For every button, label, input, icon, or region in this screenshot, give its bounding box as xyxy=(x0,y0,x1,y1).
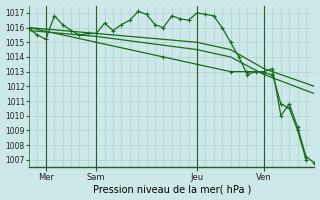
X-axis label: Pression niveau de la mer( hPa ): Pression niveau de la mer( hPa ) xyxy=(92,184,251,194)
